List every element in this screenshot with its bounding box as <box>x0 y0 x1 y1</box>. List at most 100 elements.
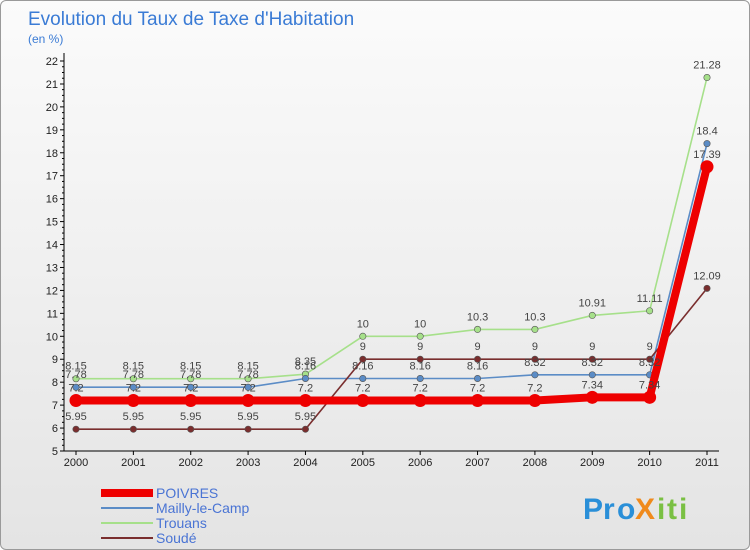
data-label: 10 <box>414 318 426 330</box>
logo-letter: i <box>679 493 687 526</box>
y-tick-label: 21 <box>46 79 58 91</box>
y-tick-label: 10 <box>46 331 58 343</box>
x-tick-label: 2001 <box>121 457 145 469</box>
logo-letter: r <box>603 493 615 526</box>
legend-label: Trouans <box>156 515 207 531</box>
data-point <box>359 332 367 340</box>
y-tick-label: 18 <box>46 148 58 160</box>
data-point <box>703 74 711 82</box>
legend-item: Soudé <box>101 530 197 546</box>
data-label: 12.09 <box>693 270 721 282</box>
data-point <box>474 325 482 333</box>
data-point <box>244 375 252 383</box>
series-layer: 8.15 8.15 8.15 8.15 8.35 10 10 10.3 10.3 10.91 11.… <box>65 60 721 433</box>
legend-item: Trouans <box>101 515 207 531</box>
data-point <box>301 425 309 433</box>
x-tick-label: 2008 <box>523 457 547 469</box>
data-label: 7.2 <box>183 383 198 395</box>
data-point <box>474 375 482 383</box>
data-label: 8.32 <box>524 357 545 369</box>
data-point <box>244 383 252 391</box>
data-point <box>585 390 599 404</box>
data-point <box>416 332 424 340</box>
data-label: 9 <box>417 341 423 353</box>
y-tick-label: 11 <box>47 308 58 320</box>
data-labels: 7.2 7.2 7.2 7.2 7.2 7.2 7.2 7.2 7.2 7.34 7.34 17.39 <box>68 149 720 395</box>
series-mailly-le-camp <box>72 140 711 391</box>
data-point <box>72 383 80 391</box>
series-line <box>72 162 711 405</box>
data-label: 8.16 <box>352 361 373 373</box>
data-point <box>359 355 367 363</box>
data-point <box>301 375 309 383</box>
data-label: 9 <box>589 341 595 353</box>
data-label: 8.15 <box>65 361 86 373</box>
series-poivres <box>69 160 714 408</box>
y-tick-label: 17 <box>46 171 58 183</box>
data-label: 7.78 <box>237 369 258 381</box>
data-label: 17.39 <box>693 149 721 161</box>
data-point <box>700 160 714 174</box>
axes: 5 6 7 8 9 10 11 12 13 14 15 16 17 18 19 20 21 22 2000 2001 2… <box>46 53 719 469</box>
data-point <box>703 140 711 148</box>
data-point <box>244 425 252 433</box>
data-label: 9 <box>474 341 480 353</box>
data-label: 5.95 <box>123 411 144 423</box>
data-label: 10.3 <box>467 311 488 323</box>
data-point <box>531 325 539 333</box>
data-point <box>184 394 198 408</box>
x-tick-label: 2006 <box>408 457 432 469</box>
data-point <box>588 371 596 379</box>
logo-letter: o <box>617 493 635 526</box>
logo-letter: X <box>635 493 655 526</box>
data-point <box>471 394 485 408</box>
data-label: 5.95 <box>180 411 201 423</box>
data-label: 10 <box>357 318 369 330</box>
data-point <box>588 355 596 363</box>
x-tick-label: 2007 <box>465 457 489 469</box>
data-label: 7.2 <box>527 383 542 395</box>
data-point <box>129 383 137 391</box>
data-label: 9 <box>532 341 538 353</box>
data-label: 7.2 <box>355 383 370 395</box>
legend-item: Mailly-le-Camp <box>101 500 250 516</box>
data-label: 8.16 <box>409 361 430 373</box>
data-label: 7.2 <box>298 383 313 395</box>
data-label: 9 <box>647 341 653 353</box>
data-label: 8.32 <box>639 357 660 369</box>
data-label: 10.3 <box>524 311 545 323</box>
chart-title: Evolution du Taux de Taxe d'Habitation <box>28 9 354 30</box>
data-point <box>474 355 482 363</box>
data-point <box>646 307 654 315</box>
data-label: 10.91 <box>579 297 607 309</box>
data-label: 8.15 <box>180 361 201 373</box>
logo-letter: P <box>583 493 603 526</box>
y-tick-label: 14 <box>46 240 58 252</box>
data-point <box>416 355 424 363</box>
y-tick-label: 19 <box>46 125 58 137</box>
x-tick-label: 2009 <box>580 457 604 469</box>
data-label: 7.78 <box>180 369 201 381</box>
data-label: 5.95 <box>65 411 86 423</box>
y-tick-label: 6 <box>52 423 58 435</box>
y-tick-label: 15 <box>46 217 58 229</box>
data-label: 7.2 <box>240 383 255 395</box>
data-point <box>416 375 424 383</box>
y-tick-label: 7 <box>52 400 58 412</box>
data-label: 9 <box>360 341 366 353</box>
data-point <box>187 425 195 433</box>
data-label: 8.15 <box>123 361 144 373</box>
data-point <box>531 371 539 379</box>
data-label: 5.95 <box>295 411 316 423</box>
data-label: 8.35 <box>295 356 316 368</box>
series-line <box>75 287 708 431</box>
x-tick-label: 2010 <box>637 457 661 469</box>
data-label: 7.34 <box>639 379 660 391</box>
data-point <box>643 390 657 404</box>
data-label: 7.78 <box>123 369 144 381</box>
data-label: 7.2 <box>68 383 83 395</box>
data-labels: 8.15 8.15 8.15 8.15 8.35 10 10 10.3 10.3 10.91 11.… <box>65 60 720 373</box>
x-tick-label: 2002 <box>178 457 202 469</box>
